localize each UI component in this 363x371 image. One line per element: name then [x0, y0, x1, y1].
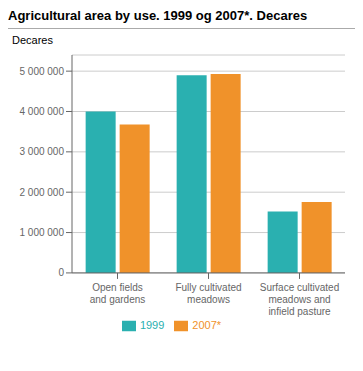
html-text:Decares: Decares: [12, 34, 53, 46]
svg-text:3 000 000: 3 000 000: [20, 146, 65, 157]
svg-text:Open fieldsand gardens: Open fieldsand gardens: [90, 282, 146, 305]
svg-text:5 000 000: 5 000 000: [20, 66, 65, 77]
svg-text:Fully cultivatedmeadows: Fully cultivatedmeadows: [175, 282, 241, 305]
html-text:Agricultural area by use. 1999: Agricultural area by use. 1999 og 2007*.…: [8, 8, 308, 23]
html-text:2007*: 2007*: [192, 318, 222, 331]
svg-text:4 000 000: 4 000 000: [20, 106, 65, 117]
svg-text:0: 0: [58, 267, 64, 278]
svg-text:1 000 000: 1 000 000: [20, 227, 65, 238]
svg-text:2 000 000: 2 000 000: [20, 187, 65, 198]
html-text:1999: 1999: [139, 318, 165, 331]
svg-text:Surface cultivatedmeadows andi: Surface cultivatedmeadows andinfield pas…: [260, 282, 340, 317]
